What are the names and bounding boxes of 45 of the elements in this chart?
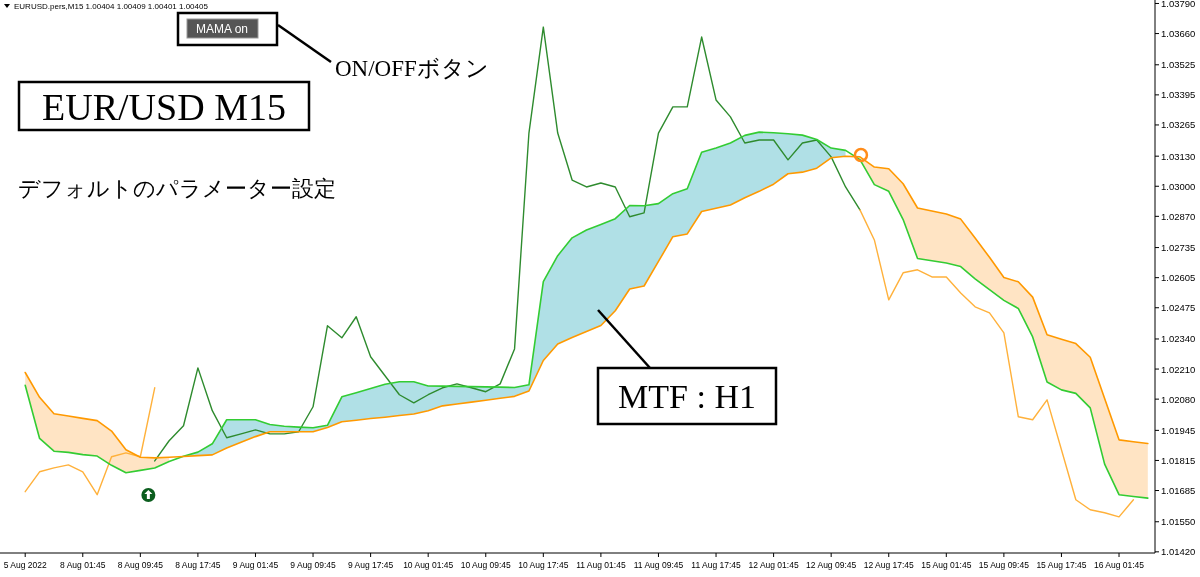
text: EUR/USD M15 (42, 86, 286, 128)
y-tick-label: 1.01685 (1161, 485, 1196, 497)
x-tick-label: 8 Aug 01:45 (60, 560, 106, 570)
x-tick-label: 10 Aug 01:45 (403, 560, 454, 570)
y-tick-label: 1.01945 (1161, 424, 1196, 436)
y-tick-label: 1.03395 (1161, 89, 1196, 101)
x-tick-label: 9 Aug 09:45 (290, 560, 336, 570)
x-tick-label: 16 Aug 01:45 (1093, 560, 1145, 570)
y-tick-label: 1.01815 (1161, 454, 1196, 466)
y-tick-label: 1.02605 (1161, 272, 1196, 284)
annotation: EURUSD.pers,M15 1.00404 1.00409 1.00401 1.00405 (14, 2, 209, 11)
x-tick-label: 5 Aug 2022 (3, 560, 47, 570)
y-tick-label: 1.02080 (1161, 393, 1196, 405)
text: デフォルトのパラメーター設定 (18, 176, 336, 201)
x-tick-label: 9 Aug 17:45 (347, 560, 394, 570)
y-tick-label: 1.01420 (1161, 546, 1196, 558)
x-tick-label: 11 Aug 01:45 (576, 560, 626, 570)
y-tick-label: 1.02340 (1161, 333, 1196, 345)
x-tick-label: 15 Aug 17:45 (1036, 560, 1087, 570)
y-tick-label: 1.03525 (1161, 59, 1196, 71)
x-tick-label: 11 Aug 17:45 (691, 560, 742, 570)
annotation: MTF : H1 (618, 378, 756, 415)
y-tick-label: 1.01550 (1161, 516, 1196, 528)
x-tick-label: 10 Aug 09:45 (460, 560, 512, 570)
x-tick-label: 8 Aug 17:45 (175, 560, 221, 570)
x-tick-label: 15 Aug 09:45 (978, 560, 1030, 570)
y-tick-label: 1.02735 (1161, 242, 1196, 254)
y-tick-label: 1.03130 (1161, 150, 1196, 162)
x-tick-label: 15 Aug 01:45 (921, 560, 972, 570)
y-tick-label: 1.03660 (1161, 28, 1196, 40)
annotation: ON/OFFボタン (335, 56, 489, 81)
x-tick-label: 10 Aug 17:45 (518, 560, 569, 570)
y-tick-label: 1.02475 (1161, 302, 1196, 314)
x-tick-label: 12 Aug 01:45 (748, 560, 799, 570)
y-tick-label: 1.03000 (1161, 180, 1196, 192)
x-tick-label: 8 Aug 09:45 (117, 560, 164, 570)
y-tick-label: 1.03265 (1161, 119, 1196, 131)
annotation: MAMA on (195, 22, 249, 36)
x-tick-label: 12 Aug 17:45 (863, 560, 915, 570)
y-tick-label: 1.02210 (1161, 363, 1196, 375)
y-tick-label: 1.02870 (1161, 210, 1196, 222)
x-tick-label: 11 Aug 09:45 (633, 560, 684, 570)
x-tick-label: 9 Aug 01:45 (232, 560, 279, 570)
x-tick-label: 12 Aug 09:45 (806, 560, 857, 570)
y-tick-label: 1.03790 (1161, 0, 1196, 9)
